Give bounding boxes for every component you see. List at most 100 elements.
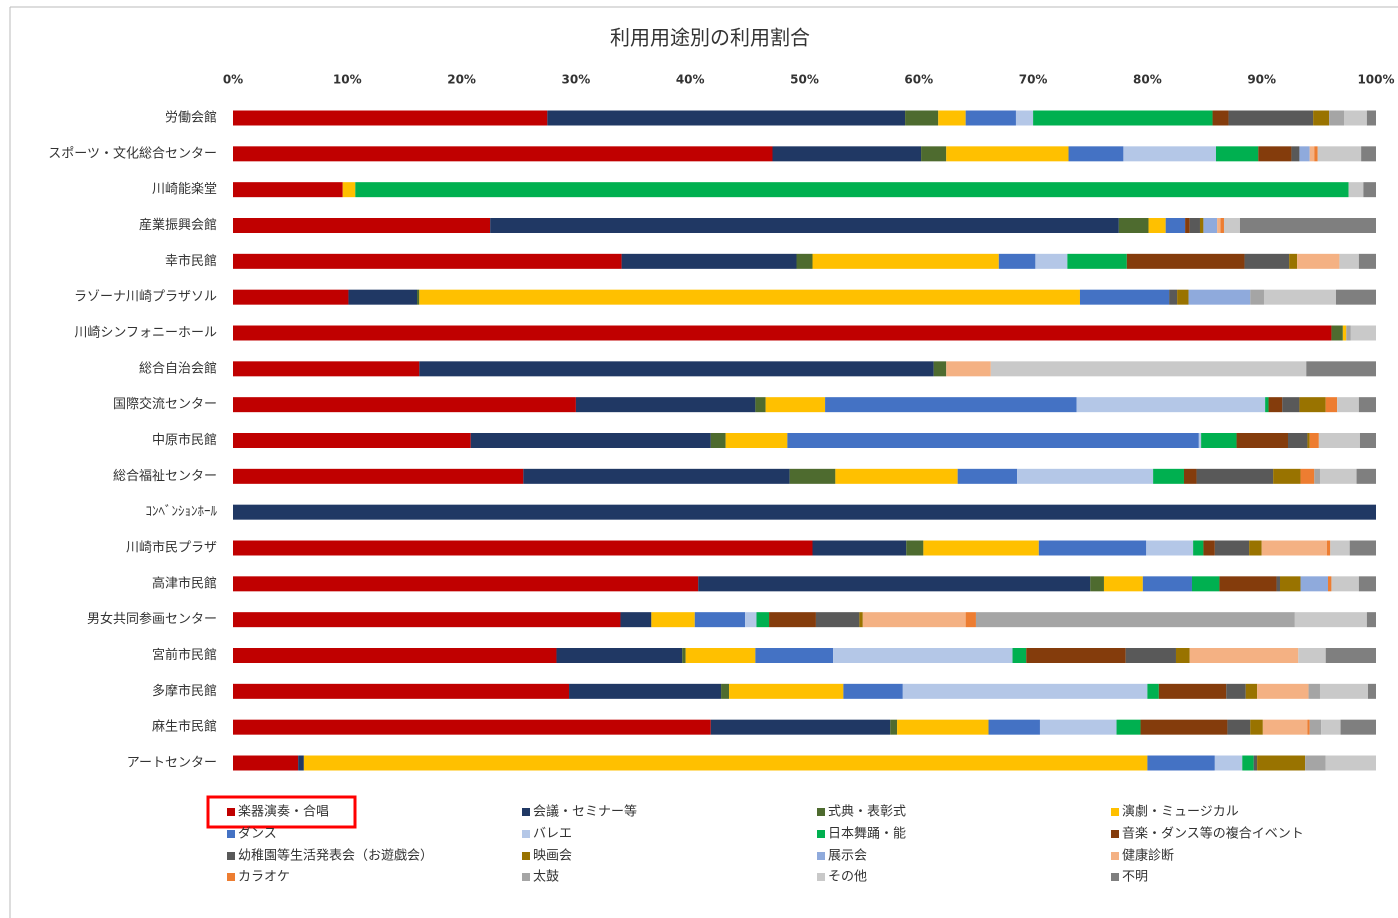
legend-swatch (227, 852, 235, 860)
bar-segment (1308, 683, 1320, 699)
bar-segment (1068, 146, 1124, 162)
bar-segment (1015, 110, 1034, 126)
bar-segment (1261, 540, 1327, 556)
bar-segment (651, 612, 695, 628)
legend-label: 会議・セミナー等 (533, 804, 637, 820)
bar-segment (419, 361, 934, 377)
legend-label: 不明 (1122, 870, 1148, 885)
bar-segment (1012, 648, 1027, 663)
legend-swatch (227, 808, 235, 816)
bar-segment (765, 397, 826, 413)
bar-segment (1309, 719, 1322, 735)
highlight-box (206, 795, 357, 829)
bar-segment (233, 755, 299, 771)
bar-segment (1297, 253, 1340, 269)
bar-segment (1306, 361, 1376, 377)
bar-segment (1035, 253, 1068, 269)
bar-segment (1125, 648, 1176, 663)
legend-swatch (227, 873, 235, 881)
bar-segment (905, 110, 939, 126)
legend-swatch (522, 830, 530, 838)
bar-segment (812, 540, 907, 556)
bar-segment (1343, 110, 1367, 126)
bar-segment (342, 182, 356, 198)
category-label: スポーツ・文化総合センター (48, 146, 217, 161)
bar-segment (1245, 683, 1258, 699)
bar-segment (1262, 719, 1308, 735)
bar-segment (1363, 182, 1376, 198)
bar-segment (233, 576, 699, 592)
bar-segment (859, 612, 863, 628)
bar-segment (946, 146, 1069, 162)
bar-segment (1358, 576, 1376, 592)
bar-segment (233, 182, 343, 198)
bar-segment (921, 146, 947, 162)
bar-segment (1188, 289, 1251, 305)
category-label: 中原市民館 (152, 432, 217, 448)
bar-segment (988, 719, 1040, 735)
bar-segment (1026, 648, 1126, 663)
bar-segment (890, 719, 898, 735)
bar-segment (965, 612, 976, 628)
bar-segment (772, 146, 922, 162)
bar-segment (1039, 719, 1117, 735)
bar-segment (1219, 576, 1277, 592)
category-label: 総合自治会館 (139, 361, 217, 376)
category-label: 総合福祉センター (113, 469, 217, 484)
bar-segment (685, 648, 756, 663)
bar-segment (755, 397, 766, 413)
legend-label: 式典・表彰式 (828, 804, 906, 820)
bar-segment (906, 540, 924, 556)
legend-label: カラオケ (238, 870, 290, 885)
bar-segment (698, 576, 1091, 592)
legend-swatch (1111, 808, 1119, 816)
legend-label: 太鼓 (533, 870, 559, 885)
bar-segment (1079, 289, 1170, 305)
x-tick-label: 30% (562, 73, 591, 87)
bar-segment (233, 253, 622, 269)
bar-segment (233, 683, 570, 699)
bar-segment (1214, 540, 1250, 556)
bar-segment (233, 504, 1376, 520)
bar-segment (1223, 218, 1240, 233)
bar-segment (1198, 433, 1202, 448)
category-label: ラゾーナ川崎プラザソル (74, 290, 217, 305)
bar-segment (812, 253, 999, 269)
bar-segment (729, 683, 844, 699)
category-label: アートセンター (127, 756, 217, 771)
bar-segment (233, 146, 773, 162)
bar-segment (1309, 146, 1315, 162)
category-label: 麻生市民館 (152, 719, 217, 735)
legend-label: バレエ (533, 827, 572, 842)
bar-segment (1314, 468, 1320, 484)
bar-segment (682, 648, 686, 663)
bar-segment (756, 612, 770, 628)
bar-segment (1090, 576, 1104, 592)
bar-segment (233, 612, 621, 628)
bar-segment (975, 612, 1295, 628)
bar-segment (417, 289, 420, 305)
bar-segment (1282, 397, 1300, 413)
bar-segment (1253, 755, 1258, 771)
bar-segment (957, 468, 1018, 484)
bar-segment (1273, 468, 1301, 484)
bar-segment (1299, 146, 1310, 162)
bar-segment (1250, 719, 1263, 735)
bar-segment (1358, 397, 1376, 413)
bar-segment (1165, 218, 1186, 233)
x-tick-label: 10% (333, 73, 362, 87)
bar-segment (1158, 683, 1227, 699)
category-label: ｺﾝﾍﾞﾝｼｮﾝﾎｰﾙ (146, 505, 218, 520)
bar-segment (1244, 253, 1290, 269)
bar-segment (1220, 218, 1224, 233)
bar-segment (769, 612, 816, 628)
legend-swatch (817, 830, 825, 838)
bar-segment (1279, 576, 1301, 592)
bar-segment (621, 253, 797, 269)
bar-segment (1242, 755, 1254, 771)
category-label: 国際交流センター (113, 396, 217, 412)
bar-segment (1123, 146, 1216, 162)
bar-segment (1327, 576, 1332, 592)
bar-segment (1366, 612, 1376, 628)
bar-segment (1348, 182, 1364, 198)
